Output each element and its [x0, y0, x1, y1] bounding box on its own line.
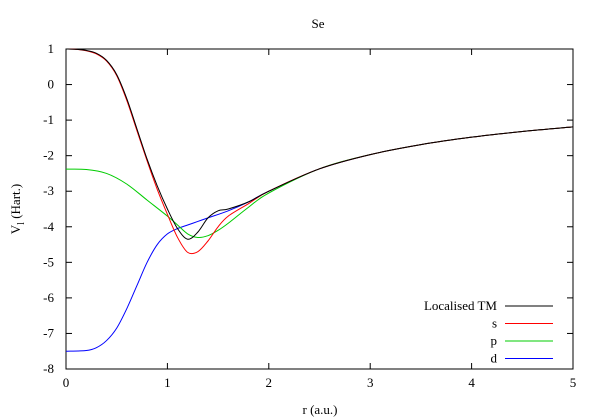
- series-line-localised-tm: [65, 48, 574, 240]
- x-tick-label: 3: [367, 375, 374, 390]
- y-axis-label-subscript: l: [16, 222, 27, 225]
- y-axis-label-unit: (Hart.): [8, 184, 23, 222]
- x-axis-label: r (a.u.): [302, 402, 337, 417]
- y-tick-label: 0: [48, 77, 55, 92]
- y-tick-label: -3: [43, 183, 54, 198]
- legend: Localised TM spd: [424, 298, 553, 366]
- axis-ticks: 0 1 2 3 4 5 1 0 -1 -2 -3 -4 -5 -6 -7 -8: [43, 41, 576, 390]
- y-tick-label: -5: [43, 254, 54, 269]
- legend-label-localised-tm: Localised TM: [424, 298, 497, 313]
- series-layer: [65, 48, 574, 352]
- y-tick-label: -8: [43, 361, 54, 376]
- series-line-s: [65, 48, 574, 255]
- y-tick-label: 1: [48, 41, 55, 56]
- y-axis-label: Vl (Hart.): [8, 184, 27, 234]
- legend-label-d: d: [491, 351, 498, 366]
- x-tick-label: 2: [266, 375, 273, 390]
- y-tick-label: -1: [43, 112, 54, 127]
- legend-label-s: s: [492, 316, 497, 331]
- y-tick-label: -6: [43, 290, 54, 305]
- x-tick-label: 0: [63, 375, 70, 390]
- y-tick-label: -4: [43, 219, 54, 234]
- x-tick-label: 4: [468, 375, 475, 390]
- chart-title: Se: [312, 16, 325, 31]
- x-tick-label: 5: [570, 375, 577, 390]
- plot-frame: [65, 48, 574, 370]
- y-tick-label: -7: [43, 325, 54, 340]
- x-tick-label: 1: [164, 375, 171, 390]
- y-tick-label: -2: [43, 148, 54, 163]
- legend-label-p: p: [491, 333, 498, 348]
- y-axis-label-main: V: [8, 224, 23, 234]
